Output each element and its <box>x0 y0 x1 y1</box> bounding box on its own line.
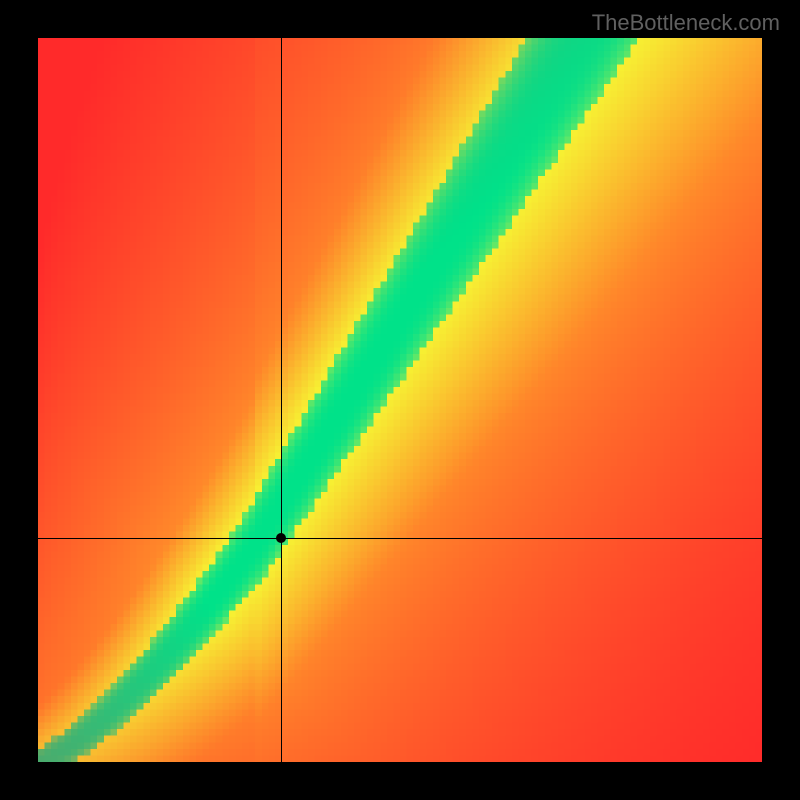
crosshair-marker <box>276 533 286 543</box>
heatmap-canvas <box>38 38 762 762</box>
chart-container: TheBottleneck.com <box>0 0 800 800</box>
crosshair-horizontal <box>38 538 762 539</box>
crosshair-vertical <box>281 38 282 762</box>
plot-area <box>38 38 762 762</box>
watermark-text: TheBottleneck.com <box>592 10 780 36</box>
